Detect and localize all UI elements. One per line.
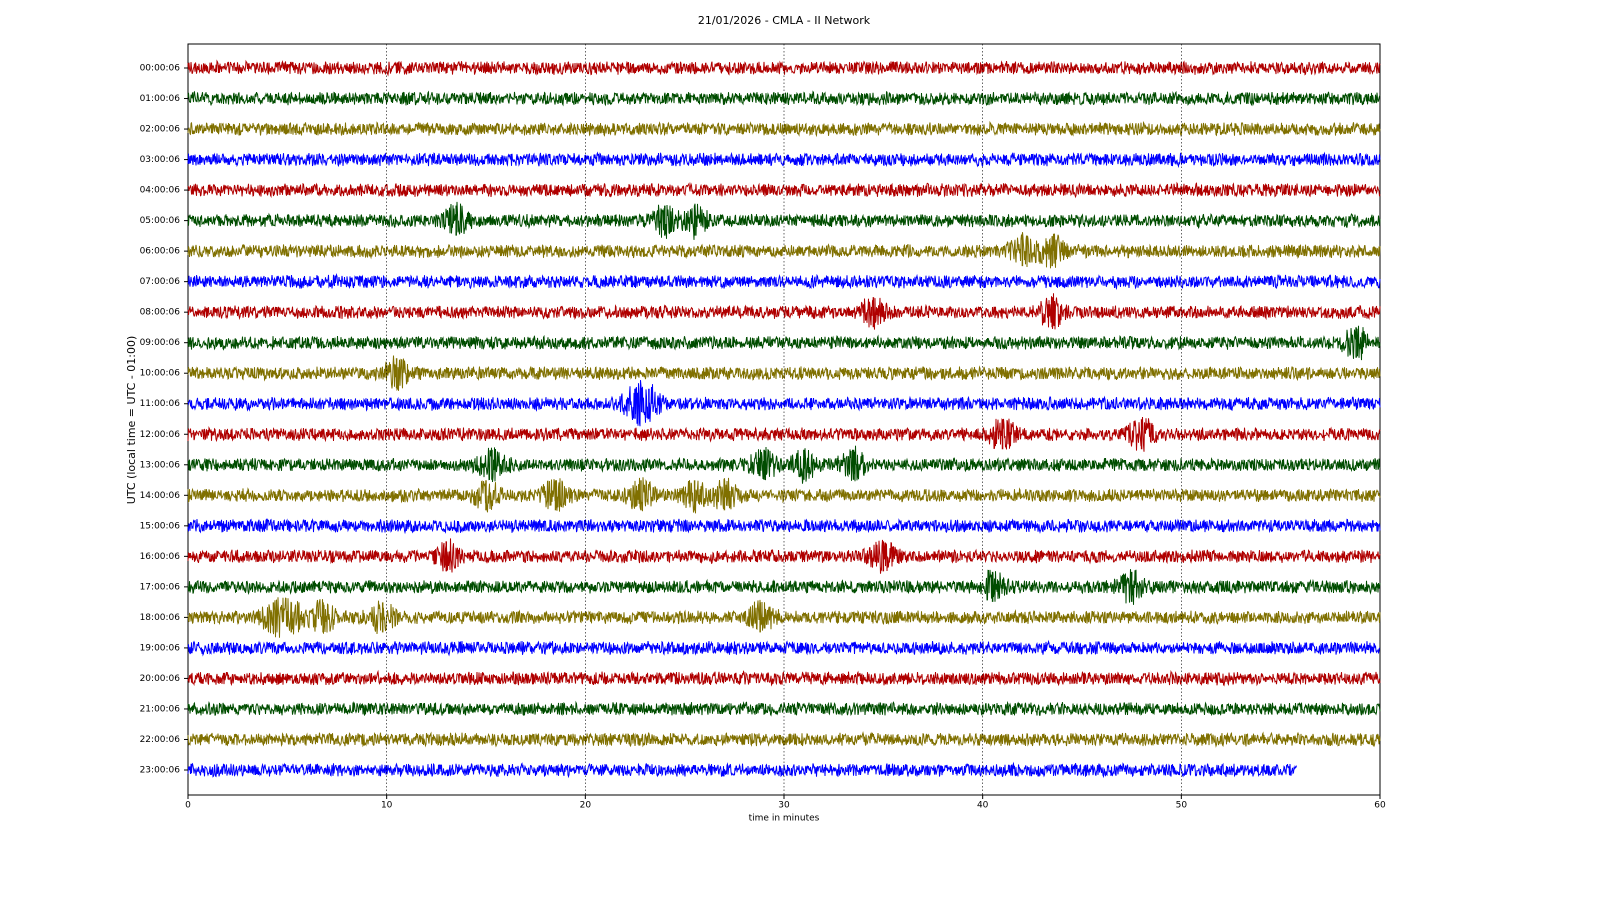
y-tick-label: 00:00:06 <box>140 64 181 74</box>
x-tick-label: 0 <box>185 801 191 811</box>
y-tick-label: 08:00:06 <box>140 308 181 318</box>
y-tick-label: 04:00:06 <box>140 186 181 196</box>
y-tick-label: 05:00:06 <box>140 216 181 226</box>
seismic-trace <box>187 569 1381 605</box>
y-tick-label: 21:00:06 <box>140 704 181 714</box>
y-tick-label: 01:00:06 <box>140 94 181 104</box>
y-tick-label: 07:00:06 <box>140 277 181 287</box>
y-tick-label: 12:00:06 <box>140 430 181 440</box>
y-tick-label: 15:00:06 <box>140 521 181 531</box>
y-tick-label: 16:00:06 <box>140 552 181 562</box>
y-tick-label: 03:00:06 <box>140 155 181 165</box>
y-tick-label: 22:00:06 <box>140 735 181 745</box>
seismic-trace <box>187 597 1381 638</box>
x-tick-label: 60 <box>1374 801 1386 811</box>
y-tick-label: 20:00:06 <box>140 674 181 684</box>
y-tick-label: 17:00:06 <box>140 582 181 592</box>
chart-title: 21/01/2026 - CMLA - II Network <box>698 14 871 27</box>
x-tick-label: 30 <box>778 801 790 811</box>
x-tick-label: 40 <box>977 801 989 811</box>
x-tick-label: 50 <box>1176 801 1188 811</box>
y-tick-label: 11:00:06 <box>140 399 181 409</box>
seismic-trace <box>187 518 1381 535</box>
y-tick-label: 13:00:06 <box>140 460 181 470</box>
y-tick-label: 18:00:06 <box>140 613 181 623</box>
y-axis-label: UTC (local time = UTC - 01:00) <box>125 336 138 505</box>
seismic-trace <box>187 477 1381 514</box>
y-tick-label: 19:00:06 <box>140 643 181 653</box>
y-tick-label: 06:00:06 <box>140 247 181 257</box>
x-axis-label: time in minutes <box>749 814 820 824</box>
y-tick-label: 10:00:06 <box>140 369 181 379</box>
x-tick-label: 20 <box>580 801 592 811</box>
y-tick-label: 14:00:06 <box>140 491 181 501</box>
y-tick-label: 09:00:06 <box>140 338 181 348</box>
y-tick-label: 02:00:06 <box>140 125 181 135</box>
y-tick-label: 23:00:06 <box>140 766 181 776</box>
x-tick-label: 10 <box>381 801 393 811</box>
seismic-trace <box>187 761 1297 779</box>
